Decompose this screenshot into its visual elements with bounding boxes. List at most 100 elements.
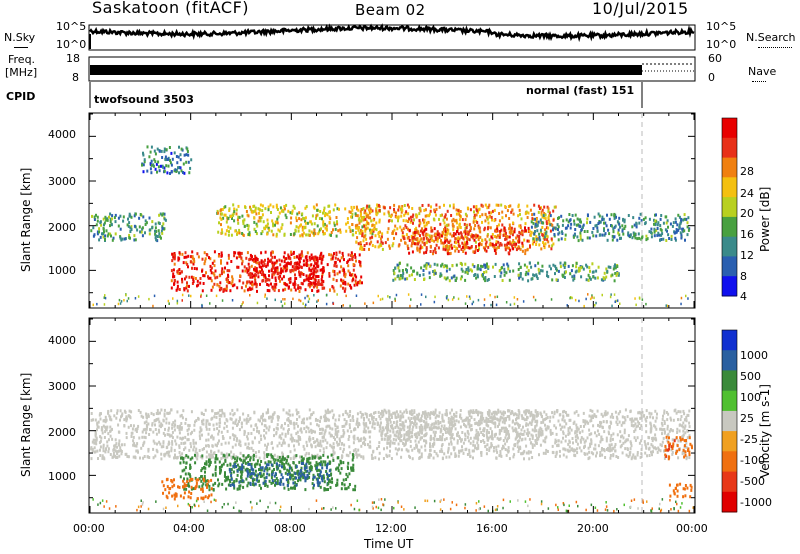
power-speckle bbox=[687, 297, 689, 300]
velocity-cell-0 bbox=[343, 424, 346, 428]
power-cell-8 bbox=[157, 165, 160, 169]
power-cell-2 bbox=[161, 231, 164, 235]
velocity-cell-0 bbox=[223, 426, 226, 430]
power-cell-4 bbox=[495, 240, 498, 244]
power-speckle bbox=[645, 302, 647, 306]
power-cell-0 bbox=[173, 253, 176, 257]
velocity-cell-0 bbox=[495, 448, 498, 452]
velocity-cell-0 bbox=[596, 409, 599, 413]
velocity-cell-0 bbox=[123, 418, 126, 422]
velocity-cell-0 bbox=[141, 435, 144, 439]
power-cell-7 bbox=[532, 273, 535, 277]
velocity-cell-0 bbox=[147, 448, 150, 451]
velocity-cell-0 bbox=[292, 457, 295, 460]
power-cell-4 bbox=[481, 213, 484, 217]
power-cell-4 bbox=[472, 205, 475, 209]
velocity-cell-0 bbox=[671, 451, 674, 454]
power-cell-7 bbox=[484, 263, 487, 267]
velocity-cell-0 bbox=[453, 448, 456, 452]
power-speckle bbox=[201, 305, 203, 308]
power-cell-4 bbox=[470, 245, 473, 248]
power-cell-7 bbox=[559, 265, 562, 269]
power-cell-8 bbox=[183, 153, 186, 157]
power-cell-8 bbox=[183, 171, 186, 175]
power-cell-0 bbox=[210, 288, 213, 292]
power-cell-0 bbox=[242, 281, 245, 285]
power-cell-5 bbox=[411, 236, 414, 240]
velocity-cell-0 bbox=[390, 457, 393, 460]
velocity-cell-0 bbox=[439, 435, 442, 439]
velocity-cell-0 bbox=[413, 410, 416, 414]
power-cell-8 bbox=[142, 170, 145, 174]
power-cell-4 bbox=[418, 212, 421, 216]
power-cell-8 bbox=[177, 155, 180, 159]
velocity-cell-0 bbox=[94, 433, 97, 437]
velocity-cell-0 bbox=[115, 456, 118, 459]
power-cell-3 bbox=[228, 209, 231, 212]
velocity-cell-0 bbox=[449, 421, 451, 425]
velocity-cell-0 bbox=[568, 418, 571, 422]
power-speckle bbox=[103, 303, 106, 306]
power-speckle bbox=[420, 303, 422, 306]
power-cell-0 bbox=[209, 268, 212, 272]
velocity-cell-0 bbox=[584, 452, 587, 456]
velocity-cell-0 bbox=[94, 418, 97, 422]
power-cell-2 bbox=[154, 226, 157, 230]
power-cell-1 bbox=[322, 280, 325, 284]
velocity-cell-0 bbox=[379, 412, 382, 416]
velocity-cell-0 bbox=[264, 419, 267, 423]
velocity-cell-0 bbox=[461, 448, 464, 452]
power-cell-0 bbox=[243, 265, 246, 269]
power-cell-2 bbox=[109, 212, 112, 216]
velocity-cell-0 bbox=[267, 442, 270, 446]
velocity-cell-0 bbox=[306, 444, 309, 448]
velocity-cell-0 bbox=[348, 413, 351, 417]
power-cell-5 bbox=[464, 229, 467, 233]
power-cell-3 bbox=[261, 230, 264, 233]
power-cell-4 bbox=[497, 223, 500, 227]
power-cell-1 bbox=[274, 276, 277, 280]
power-cell-3 bbox=[224, 205, 227, 209]
velocity-cell-0 bbox=[201, 448, 204, 452]
velocity-cell-0 bbox=[334, 432, 337, 436]
velocity-cell-0 bbox=[645, 409, 648, 413]
power-cell-3 bbox=[258, 211, 260, 215]
velocity-cell-0 bbox=[113, 445, 116, 449]
power-cell-3 bbox=[336, 222, 339, 226]
power-cell-4 bbox=[490, 211, 493, 215]
power-cell-2 bbox=[121, 237, 124, 241]
velocity-cell-0 bbox=[468, 414, 471, 418]
velocity-cell-0 bbox=[205, 450, 208, 454]
power-cell-2 bbox=[109, 224, 111, 228]
power-cell-4 bbox=[422, 218, 424, 222]
velocity-cell-0 bbox=[624, 447, 627, 451]
power-cell-0 bbox=[298, 286, 301, 289]
power-cell-6 bbox=[538, 238, 541, 242]
velocity-cell-0 bbox=[664, 430, 666, 434]
power-speckle bbox=[342, 304, 344, 307]
power-cell-4 bbox=[480, 243, 483, 247]
velocity-cell-0 bbox=[350, 430, 353, 434]
velocity-cell-0 bbox=[254, 423, 257, 427]
power-cell-6 bbox=[610, 224, 613, 228]
power-cell-5 bbox=[465, 242, 468, 246]
velocity-cell-0 bbox=[410, 417, 413, 420]
power-cell-4 bbox=[401, 205, 404, 208]
power-cell-3 bbox=[316, 208, 319, 212]
power-cell-3 bbox=[373, 224, 376, 227]
velocity-cell-0 bbox=[152, 456, 155, 460]
power-cell-3 bbox=[303, 226, 305, 230]
velocity-cell-0 bbox=[217, 432, 220, 436]
power-cell-4 bbox=[474, 224, 477, 227]
velocity-cell-0 bbox=[609, 444, 612, 448]
velocity-cell-0 bbox=[567, 449, 570, 453]
velocity-heatmap bbox=[90, 408, 694, 513]
power-cell-1 bbox=[263, 264, 266, 267]
power-cell-6 bbox=[598, 214, 601, 218]
power-cell-0 bbox=[235, 256, 238, 260]
power-cell-4 bbox=[525, 210, 528, 214]
power-cell-2 bbox=[130, 228, 133, 231]
power-cell-6 bbox=[618, 222, 621, 226]
power-cell-3 bbox=[256, 224, 259, 228]
power-cell-1 bbox=[310, 269, 313, 272]
